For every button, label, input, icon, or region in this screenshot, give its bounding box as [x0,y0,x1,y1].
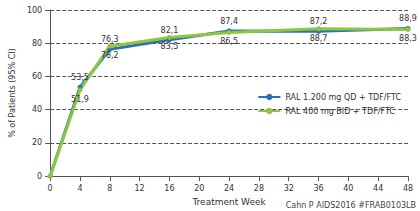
svg-text:0: 0 [37,172,42,181]
svg-text:% of Patients (95% CI): % of Patients (95% CI) [8,48,17,137]
svg-text:88,3: 88,3 [399,34,417,43]
svg-text:88,9: 88,9 [399,14,417,23]
svg-text:20: 20 [32,138,42,147]
svg-text:86,5: 86,5 [220,37,238,46]
svg-text:0: 0 [48,184,53,193]
svg-text:24: 24 [224,184,234,193]
svg-text:12: 12 [135,184,145,193]
svg-text:8: 8 [107,184,112,193]
svg-text:87,4: 87,4 [220,17,238,26]
svg-text:36: 36 [313,184,323,193]
svg-text:44: 44 [373,184,383,193]
svg-text:40: 40 [32,105,42,114]
svg-text:53,5: 53,5 [71,73,89,82]
svg-text:88,7: 88,7 [310,34,328,43]
svg-text:48: 48 [403,184,413,193]
svg-text:RAL 400 mg BID + TDF/FTC: RAL 400 mg BID + TDF/FTC [285,107,395,116]
svg-text:4: 4 [77,184,82,193]
svg-text:20: 20 [194,184,204,193]
svg-text:80: 80 [32,39,42,48]
svg-text:51,9: 51,9 [71,95,89,104]
svg-text:76,3: 76,3 [101,35,119,44]
svg-text:Cahn P AIDS2016 #FRAB0103LB: Cahn P AIDS2016 #FRAB0103LB [286,201,416,210]
svg-text:16: 16 [164,184,174,193]
svg-text:RAL 1.200 mg QD + TDF/FTC: RAL 1.200 mg QD + TDF/FTC [285,93,401,102]
svg-text:83,5: 83,5 [161,42,179,51]
svg-text:28: 28 [254,184,264,193]
svg-text:Treatment Week: Treatment Week [191,197,266,207]
svg-text:32: 32 [284,184,294,193]
svg-text:82,1: 82,1 [161,26,179,35]
svg-text:60: 60 [32,72,42,81]
svg-text:100: 100 [27,6,42,15]
svg-text:40: 40 [343,184,353,193]
svg-text:78,2: 78,2 [101,51,119,60]
svg-text:87,2: 87,2 [310,17,328,26]
